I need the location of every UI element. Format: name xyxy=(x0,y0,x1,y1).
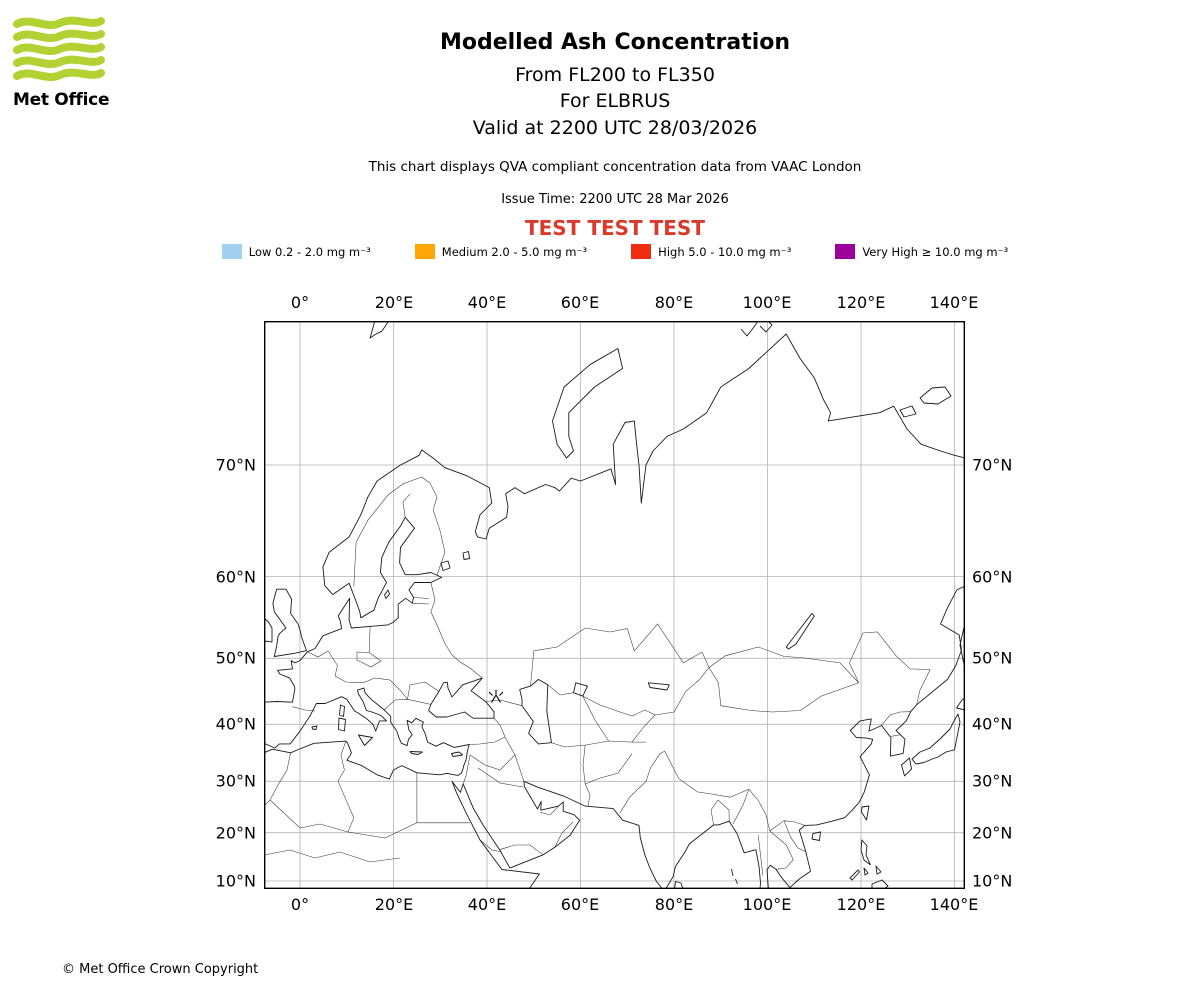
legend-item-high: High 5.0 - 10.0 mg m⁻³ xyxy=(631,244,791,259)
legend-item-medium: Medium 2.0 - 5.0 mg m⁻³ xyxy=(414,244,588,259)
coastlines xyxy=(264,321,965,889)
x-tick-label: 20°E xyxy=(374,293,414,312)
app-logo: Met Office xyxy=(13,16,113,110)
copyright-text: © Met Office Crown Copyright xyxy=(62,962,259,977)
y-tick-label: 20°N xyxy=(972,823,1013,843)
volcano-marker xyxy=(488,690,504,703)
legend-label-very-high: Very High ≥ 10.0 mg m⁻³ xyxy=(862,244,1009,259)
legend-swatch-very-high xyxy=(835,244,856,259)
x-tick-label: 0° xyxy=(290,293,310,312)
legend-label-low: Low 0.2 - 2.0 mg m⁻³ xyxy=(248,244,371,259)
map-frame xyxy=(264,321,965,889)
x-tick-label: 120°E xyxy=(836,895,886,914)
legend-swatch-medium xyxy=(414,244,435,259)
test-watermark: TEST TEST TEST xyxy=(525,216,705,240)
x-tick-label: 0° xyxy=(290,895,310,914)
y-tick-label: 60°N xyxy=(215,567,256,587)
grid-lines xyxy=(264,321,965,889)
y-tick-label: 20°N xyxy=(215,823,256,843)
logo-text: Met Office xyxy=(13,90,110,110)
x-tick-label: 100°E xyxy=(742,293,792,312)
y-tick-label: 50°N xyxy=(215,648,256,668)
y-tick-label: 30°N xyxy=(215,771,256,791)
x-tick-label: 120°E xyxy=(836,293,886,312)
legend-label-high: High 5.0 - 10.0 mg m⁻³ xyxy=(658,244,792,259)
subtitle-volcano: For ELBRUS xyxy=(559,90,671,112)
legend: Low 0.2 - 2.0 mg m⁻³ Medium 2.0 - 5.0 mg… xyxy=(30,244,1200,259)
country-borders xyxy=(264,476,931,876)
legend-swatch-low xyxy=(221,244,242,259)
y-tick-label: 40°N xyxy=(215,714,256,734)
x-tick-label: 40°E xyxy=(467,293,507,312)
x-tick-label: 80°E xyxy=(654,293,694,312)
chart-description: This chart displays QVA compliant concen… xyxy=(368,159,862,175)
y-tick-label: 70°N xyxy=(215,455,256,475)
x-tick-label: 20°E xyxy=(374,895,414,914)
legend-item-very-high: Very High ≥ 10.0 mg m⁻³ xyxy=(835,244,1008,259)
legend-swatch-high xyxy=(631,244,652,259)
x-tick-label: 80°E xyxy=(654,895,694,914)
y-tick-label: 10°N xyxy=(972,871,1013,891)
y-tick-label: 30°N xyxy=(972,771,1013,791)
y-tick-label: 70°N xyxy=(972,455,1013,475)
x-tick-label: 100°E xyxy=(742,895,792,914)
y-tick-label: 50°N xyxy=(972,648,1013,668)
issue-time: Issue Time: 2200 UTC 28 Mar 2026 xyxy=(501,192,729,207)
chart-title: Modelled Ash Concentration xyxy=(439,30,791,55)
logo-waves-icon xyxy=(13,16,105,81)
legend-item-low: Low 0.2 - 2.0 mg m⁻³ xyxy=(221,244,371,259)
x-tick-label: 40°E xyxy=(467,895,507,914)
subtitle-flight-levels: From FL200 to FL350 xyxy=(515,64,715,86)
x-tick-label: 140°E xyxy=(929,895,979,914)
y-tick-label: 60°N xyxy=(972,567,1013,587)
map-panel xyxy=(264,321,965,889)
x-tick-label: 60°E xyxy=(560,293,600,312)
x-tick-label: 60°E xyxy=(560,895,600,914)
legend-label-medium: Medium 2.0 - 5.0 mg m⁻³ xyxy=(441,244,588,259)
subtitle-valid-time: Valid at 2200 UTC 28/03/2026 xyxy=(472,117,758,139)
x-tick-label: 140°E xyxy=(929,293,979,312)
y-tick-label: 10°N xyxy=(215,871,256,891)
y-tick-label: 40°N xyxy=(972,714,1013,734)
